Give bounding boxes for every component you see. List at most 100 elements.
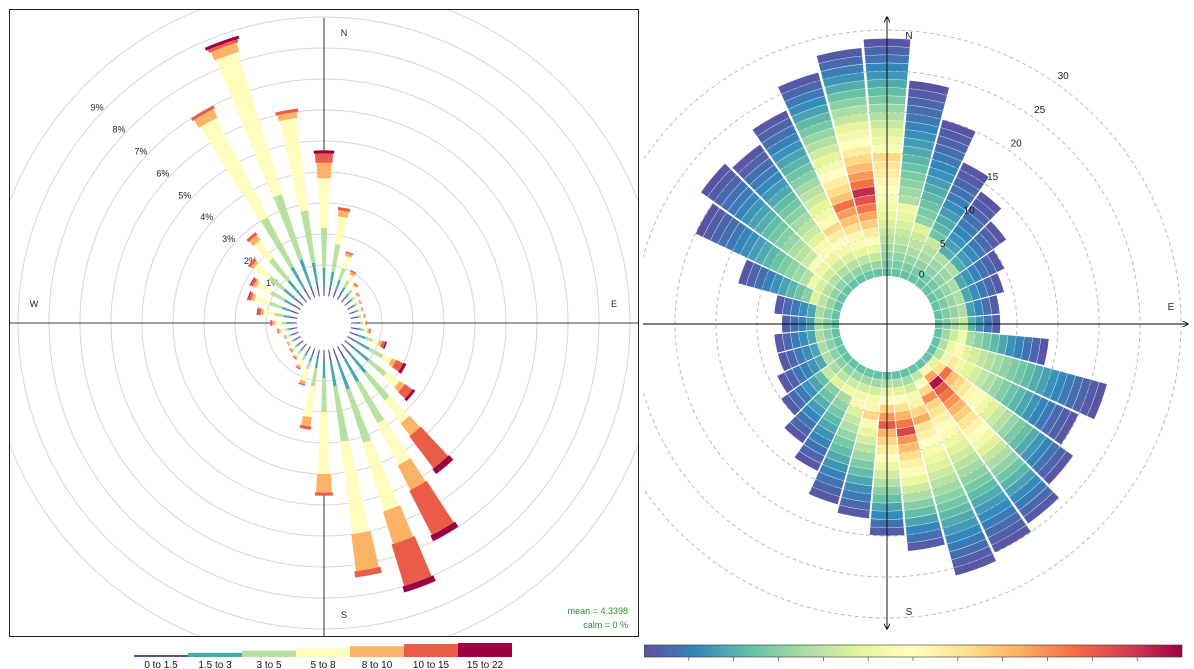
wind-rose-segment: [280, 118, 309, 212]
heatmap-cell: [971, 428, 996, 450]
heatmap-cell: [815, 159, 845, 177]
wind-rose-chart: 1% 2% 3% 4% 5% 6% 7% 8% 9% N E S W: [0, 0, 662, 661]
heatmap-cell: [827, 229, 846, 245]
heatmap-cell: [794, 244, 813, 264]
wind-rose-segment: [331, 244, 341, 273]
heatmap-cell: [813, 238, 831, 255]
heatmap-cell: [919, 198, 942, 214]
wind-rose-segment: [376, 419, 410, 465]
wind-rose-segment: [392, 359, 404, 372]
heatmap-cell: [754, 209, 778, 235]
wind-rose-segment: [263, 310, 275, 317]
wind-rose-segment: [288, 316, 298, 319]
heatmap-cell: [932, 151, 962, 169]
heatmap-cell: [946, 192, 971, 211]
heatmap-cell: [815, 471, 845, 489]
wind-rose-segment: [318, 411, 330, 474]
heatmap-sector: [891, 370, 945, 552]
wind-rose-segment: [270, 290, 286, 302]
wind-rose-spoke: [283, 331, 299, 340]
polar-heatmap-chart: 0 5 10 15 20 25 30 N E S: [592, 9, 1194, 637]
heatmap-cell: [987, 376, 1005, 398]
heatmap-cell: [817, 214, 839, 231]
heatmap-cell: [836, 265, 850, 279]
wind-rose-segment: [311, 348, 316, 357]
calm-stat: calm = 0 %: [583, 620, 628, 630]
radial-tick-label: 5%: [178, 190, 191, 200]
wind-rose-segment: [275, 321, 282, 325]
heatmap-cell: [805, 135, 838, 154]
heatmap-cell: [778, 198, 803, 220]
heatmap-cell: [965, 301, 976, 317]
heatmap-cell: [777, 351, 792, 372]
heatmap-cell: [938, 501, 972, 521]
heatmap-cell: [985, 445, 1013, 470]
wind-rose-segment: [349, 271, 356, 277]
heatmap-cell: [966, 264, 982, 283]
heatmap-cell: [1018, 486, 1054, 517]
heatmap-cell: [782, 297, 793, 316]
heatmap-cell: [902, 481, 931, 494]
heatmap-cell: [801, 404, 822, 424]
heatmap-cell: [902, 145, 933, 159]
heatmap-cell: [939, 282, 953, 297]
wind-rose-segment: [316, 349, 320, 359]
heatmap-cell: [967, 347, 981, 365]
wind-rose-segment: [329, 271, 335, 286]
wind-rose-segment: [287, 280, 301, 295]
heatmap-cell: [897, 203, 918, 215]
heatmap-cell: [774, 227, 795, 249]
heatmap-cell: [899, 270, 911, 281]
heatmap-cell: [1028, 337, 1041, 364]
heatmap-cell: [916, 206, 938, 221]
wind-rose-segment: [400, 415, 421, 436]
heatmap-cell: [1027, 364, 1044, 392]
wind-rose-segment: [382, 505, 414, 545]
heatmap-cell: [806, 273, 821, 290]
heatmap-cell: [1014, 427, 1040, 456]
heatmap-cell: [924, 265, 938, 279]
heatmap-cell: [904, 505, 937, 519]
wind-rose-segment: [382, 341, 388, 350]
heatmap-cell: [988, 295, 1000, 315]
wind-rose-segment: [281, 321, 287, 325]
wind-rose-spoke: [332, 251, 354, 298]
wind-rose-spoke: [328, 349, 382, 578]
heatmap-cell: [872, 370, 883, 380]
heatmap-cell: [914, 419, 935, 434]
heatmap-cell: [940, 119, 976, 139]
heatmap-cell: [813, 206, 835, 224]
heatmap-cell: [907, 273, 919, 285]
heatmap-cell: [824, 251, 841, 267]
radial-tick-label: 0: [919, 269, 925, 280]
wind-rose-segment: [210, 42, 240, 61]
heatmap-cell: [830, 375, 846, 390]
wind-rose-segment: [316, 284, 320, 297]
heatmap-cell: [906, 246, 921, 259]
wind-rose-segment: [409, 480, 454, 535]
heatmap-cell: [843, 222, 862, 236]
heatmap-cell: [1008, 422, 1033, 450]
heatmap-cell: [905, 513, 939, 527]
wind-rose-segment: [340, 343, 351, 355]
heatmap-cell: [966, 365, 982, 384]
wind-rose-segment: [367, 358, 387, 377]
wind-rose-segment: [344, 252, 353, 259]
heatmap-cell: [982, 351, 997, 372]
compass-label-n: N: [905, 31, 912, 42]
wind-rose-segment: [296, 343, 300, 347]
radial-tick-label: 8%: [113, 125, 126, 135]
radial-tick-label: 5: [940, 239, 946, 250]
heatmap-cell: [956, 380, 973, 398]
wind-rose-segment: [322, 268, 326, 286]
heatmap-cell: [928, 229, 947, 245]
heatmap-cell: [932, 361, 946, 375]
wind-speed-legend: 0 to 1.5 1.5 to 3 3 to 5 5 to 8 8 to 10 10 to…: [134, 643, 512, 669]
wind-rose-segment: [354, 302, 358, 307]
wind-rose-segment: [289, 322, 298, 324]
wind-rose-segment: [275, 108, 299, 116]
wind-rose-segment: [285, 334, 290, 339]
colour-scale-legend: [644, 644, 1183, 661]
heatmap-cell: [895, 219, 914, 230]
wind-rose-segment: [355, 380, 385, 424]
